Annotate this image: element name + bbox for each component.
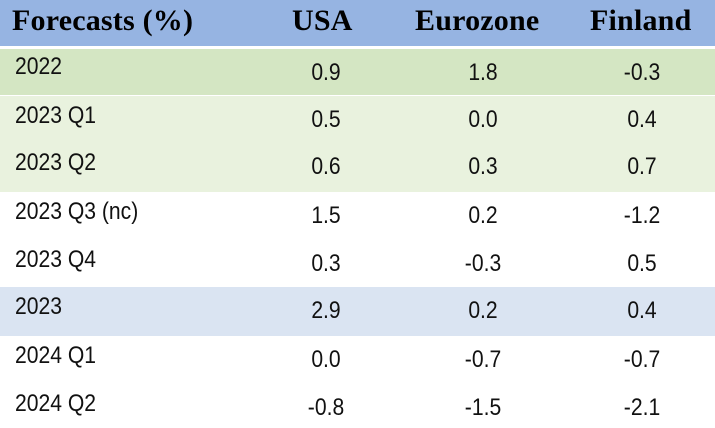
cell-usa: 0.3	[311, 250, 341, 277]
cell-eurozone: 0.2	[468, 297, 498, 324]
table-row: 2024 Q1 0.0 -0.7 -0.7	[0, 336, 715, 384]
cell-usa: 0.0	[311, 346, 341, 373]
cell-eurozone: 0.2	[468, 202, 498, 229]
row-label: 2023 Q1	[15, 102, 97, 129]
cell-usa: 0.5	[311, 106, 341, 133]
cell-finland: 0.5	[627, 250, 657, 277]
cell-finland: -0.3	[623, 59, 661, 86]
cell-eurozone: 0.3	[468, 153, 498, 180]
cell-eurozone: -0.7	[464, 346, 502, 373]
row-label: 2024 Q1	[15, 342, 97, 369]
header-usa: USA	[292, 4, 353, 37]
cell-finland: -0.7	[623, 346, 661, 373]
row-label: 2023	[15, 293, 62, 320]
cell-usa: 0.9	[311, 59, 341, 86]
row-label: 2024 Q2	[15, 390, 97, 417]
cell-usa: 2.9	[311, 297, 341, 324]
table-row: 2023 Q1 0.5 0.0 0.4	[0, 96, 715, 143]
cell-finland: 0.4	[627, 297, 657, 324]
table-row: 2023 Q3 (nc) 1.5 0.2 -1.2	[0, 192, 715, 240]
cell-usa: 1.5	[311, 202, 341, 229]
row-label: 2022	[15, 53, 62, 80]
table-header: Forecasts (%) USA Eurozone Finland	[0, 0, 715, 46]
cell-finland: 0.4	[627, 106, 657, 133]
table-row: 2023 2.9 0.2 0.4	[0, 287, 715, 336]
cell-usa: 0.6	[311, 153, 341, 180]
row-label: 2023 Q2	[15, 149, 97, 176]
header-finland: Finland	[590, 4, 692, 37]
cell-eurozone: 0.0	[468, 106, 498, 133]
cell-eurozone: -1.5	[464, 394, 502, 421]
table-row: 2022 0.9 1.8 -0.3	[0, 49, 715, 95]
cell-usa: -0.8	[307, 394, 345, 421]
row-label: 2023 Q4	[15, 246, 97, 273]
cell-eurozone: -0.3	[464, 250, 502, 277]
table-row: 2024 Q2 -0.8 -1.5 -2.1	[0, 384, 715, 428]
header-eurozone: Eurozone	[415, 4, 540, 37]
cell-finland: 0.7	[627, 153, 657, 180]
table-row: 2023 Q2 0.6 0.3 0.7	[0, 143, 715, 192]
table-row: 2023 Q4 0.3 -0.3 0.5	[0, 240, 715, 287]
row-label: 2023 Q3 (nc)	[15, 198, 139, 225]
cell-finland: -2.1	[623, 394, 661, 421]
cell-eurozone: 1.8	[468, 59, 498, 86]
cell-finland: -1.2	[623, 202, 661, 229]
header-forecasts: Forecasts (%)	[12, 4, 194, 37]
